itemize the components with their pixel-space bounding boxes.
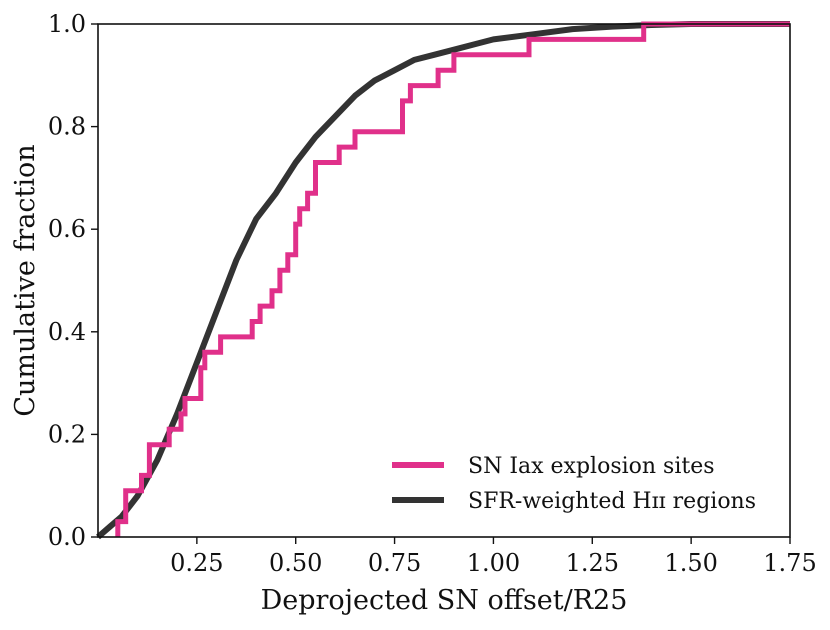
x-tick-label: 1.50: [664, 549, 717, 577]
x-axis-ticks: 0.25 0.50 0.75 1.00 1.25 1.50 1.75: [170, 537, 817, 577]
y-tick-label: 1.0: [48, 10, 86, 38]
y-tick-label: 0.2: [48, 420, 86, 448]
y-tick-label: 0.8: [48, 113, 86, 141]
x-tick-label: 0.50: [269, 549, 322, 577]
legend-label-sn-iax: SN Iax explosion sites: [468, 454, 715, 479]
x-tick-label: 0.75: [368, 549, 421, 577]
x-axis-label: Deprojected SN offset/R25: [261, 585, 628, 616]
x-tick-label: 1.75: [763, 549, 816, 577]
x-tick-label: 1.00: [467, 549, 520, 577]
y-tick-label: 0.4: [48, 318, 86, 346]
legend: SN Iax explosion sites SFR-weighted Hɪɪ …: [392, 454, 756, 514]
plot-frame: [97, 23, 791, 538]
y-axis-label: Cumulative fraction: [10, 144, 41, 416]
x-tick-label: 1.25: [566, 549, 619, 577]
plot-area: [96, 21, 790, 540]
series-sn-iax-step: [115, 21, 790, 537]
x-tick-label: 0.25: [170, 549, 223, 577]
y-tick-label: 0.6: [48, 215, 86, 243]
y-axis-ticks: 0.0 0.2 0.4 0.6 0.8 1.0: [48, 10, 98, 551]
legend-label-hii-regions: SFR-weighted Hɪɪ regions: [468, 489, 756, 514]
y-tick-label: 0.0: [48, 523, 86, 551]
